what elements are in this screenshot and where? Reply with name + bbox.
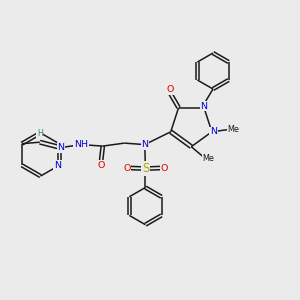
Text: O: O: [167, 85, 174, 94]
Text: S: S: [142, 162, 149, 175]
Text: Me: Me: [227, 125, 239, 134]
Text: H: H: [37, 129, 43, 138]
Text: O: O: [160, 164, 168, 172]
Text: Me: Me: [202, 154, 214, 163]
Text: N: N: [57, 143, 64, 152]
Text: N: N: [200, 102, 208, 111]
Text: N: N: [141, 140, 148, 149]
Text: N: N: [54, 161, 61, 170]
Text: NH: NH: [74, 140, 88, 149]
Text: O: O: [97, 161, 105, 170]
Text: O: O: [123, 164, 130, 172]
Text: N: N: [210, 127, 217, 136]
